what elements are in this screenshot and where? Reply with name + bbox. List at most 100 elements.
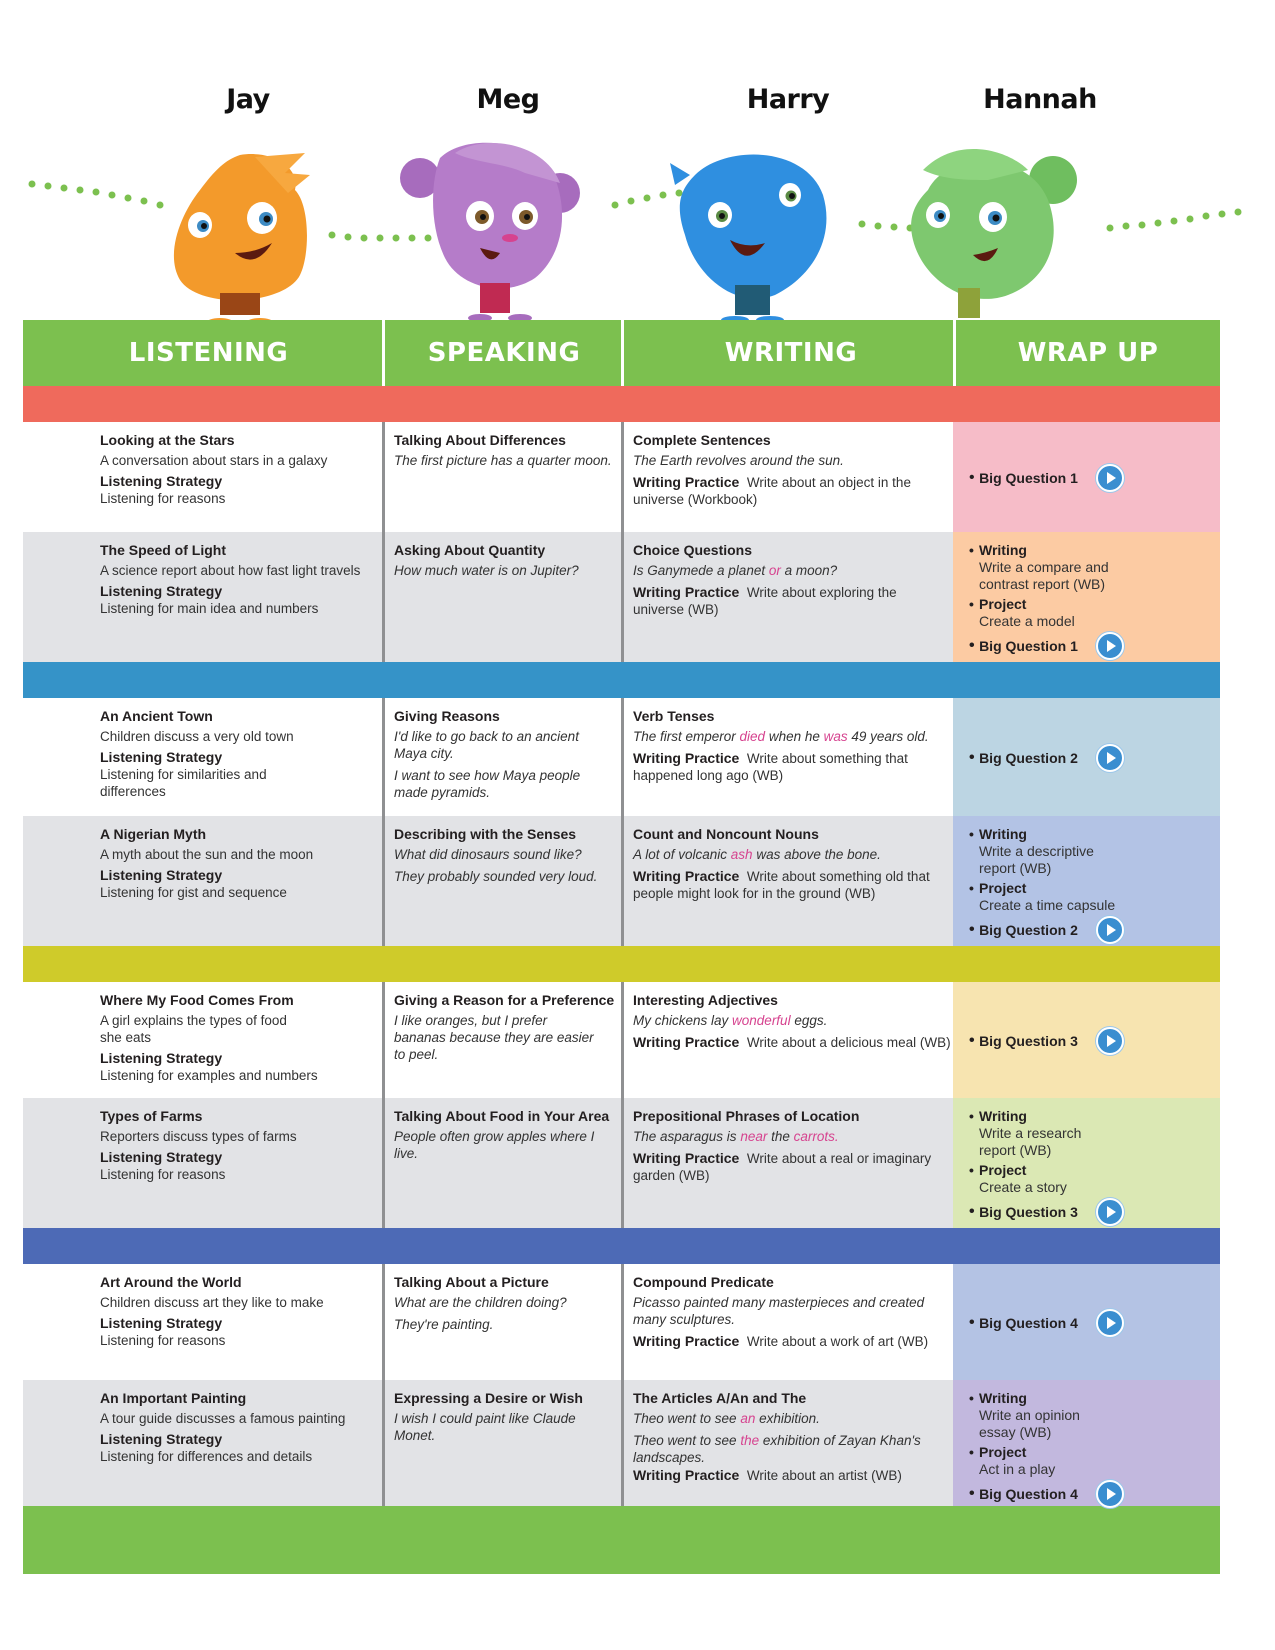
- lesson-description: Children discuss a very old town: [100, 729, 294, 744]
- example-sentence: They're painting.: [394, 1317, 494, 1332]
- lesson-title: Count and Noncount Nouns: [633, 826, 819, 842]
- big-question-item: • Big Question 4: [969, 1480, 1220, 1508]
- hannah-character-illustration: [911, 149, 1077, 318]
- writing-practice: Writing Practice Write about something o…: [633, 868, 930, 901]
- listening-cell: A Nigerian Myth A myth about the sun and…: [100, 816, 380, 946]
- writing-cell: Count and Noncount Nouns A lot of volcan…: [633, 816, 948, 946]
- big-question-item: • Big Question 1: [969, 464, 1124, 492]
- lesson-description: A girl explains the types of food she ea…: [100, 1013, 287, 1045]
- lesson-description: A myth about the sun and the moon: [100, 847, 314, 862]
- table-row: Where My Food Comes From A girl explains…: [23, 982, 1220, 1098]
- wrap-writing-item: • Writing Write an opinion essay (WB): [969, 1390, 1080, 1440]
- lesson-title: Types of Farms: [100, 1108, 203, 1124]
- writing-practice: Writing Practice Write about a work of a…: [633, 1333, 929, 1349]
- strategy-label: Listening Strategy: [100, 1149, 223, 1165]
- lesson-title: Interesting Adjectives: [633, 992, 778, 1008]
- strategy-text: Listening for reasons: [100, 491, 226, 506]
- lesson-description: Reporters discuss types of farms: [100, 1129, 297, 1144]
- lesson-title: Choice Questions: [633, 542, 753, 558]
- meg-character-illustration: [400, 142, 580, 322]
- play-video-button[interactable]: [1095, 916, 1124, 944]
- lesson-title: Asking About Quantity: [394, 542, 546, 558]
- big-question-item: • Big Question 4: [969, 1309, 1124, 1337]
- writing-cell: Complete Sentences The Earth revolves ar…: [633, 422, 948, 532]
- header-wrap-up: WRAP UP: [1017, 338, 1159, 368]
- lesson-title: Expressing a Desire or Wish: [394, 1390, 583, 1406]
- unit-3-band: [23, 946, 1220, 982]
- table-row: An Important Painting A tour guide discu…: [23, 1380, 1220, 1508]
- play-video-button[interactable]: [1095, 464, 1124, 492]
- speaking-cell: Talking About Food in Your Area People o…: [394, 1098, 619, 1228]
- lesson-title: Looking at the Stars: [100, 432, 235, 448]
- strategy-label: Listening Strategy: [100, 867, 223, 883]
- example-sentence: They probably sounded very loud.: [394, 869, 598, 884]
- lesson-title: Giving Reasons: [394, 708, 500, 724]
- speaking-cell: Describing with the Senses What did dino…: [394, 816, 616, 946]
- lesson-title: An Important Painting: [100, 1390, 247, 1406]
- example-sentence: What did dinosaurs sound like?: [394, 847, 582, 862]
- header-divider: [621, 320, 624, 386]
- play-video-button[interactable]: [1095, 1309, 1124, 1337]
- speaking-cell: Talking About a Picture What are the chi…: [394, 1264, 616, 1380]
- listening-cell: Types of Farms Reporters discuss types o…: [100, 1098, 380, 1228]
- lesson-description: A science report about how fast light tr…: [100, 563, 361, 578]
- writing-cell: The Articles A/An and The Theo went to s…: [633, 1380, 948, 1506]
- wrap-writing-item: • Writing Write a descriptive report (WB): [969, 826, 1094, 876]
- example-sentence: I like oranges, but I prefer bananas bec…: [394, 1013, 594, 1062]
- speaking-cell: Expressing a Desire or Wish I wish I cou…: [394, 1380, 619, 1506]
- lesson-title: Prepositional Phrases of Location: [633, 1108, 860, 1124]
- column-divider: [382, 532, 385, 662]
- example-sentence: Picasso painted many masterpieces and cr…: [633, 1295, 925, 1327]
- wrap-project-item: • Project Act in a play: [969, 1444, 1056, 1477]
- lesson-title: Giving a Reason for a Preference: [394, 992, 615, 1008]
- example-sentence: My chickens lay wonderful eggs.: [633, 1013, 828, 1028]
- strategy-text: Listening for differences and details: [100, 1449, 313, 1464]
- column-divider: [382, 1380, 385, 1506]
- wrap-up-cell: • Big Question 3: [953, 982, 1220, 1098]
- column-divider: [621, 422, 624, 532]
- harry-character-illustration: [670, 154, 827, 324]
- character-name-hannah: Hannah: [983, 84, 1097, 115]
- play-video-button[interactable]: [1095, 1480, 1124, 1508]
- big-question-item: • Big Question 3: [969, 1027, 1124, 1055]
- writing-cell: Interesting Adjectives My chickens lay w…: [633, 982, 951, 1098]
- play-video-button[interactable]: [1095, 1027, 1124, 1055]
- writing-practice: Writing Practice Write about a delicious…: [633, 1034, 951, 1050]
- column-divider: [621, 1264, 624, 1380]
- lesson-title: Talking About Differences: [394, 432, 566, 448]
- strategy-text: Listening for similarities and differenc…: [100, 767, 267, 799]
- example-sentence: A lot of volcanic ash was above the bone…: [633, 847, 881, 862]
- example-sentence: I wish I could paint like Claude Monet.: [394, 1411, 576, 1443]
- table-row: Types of Farms Reporters discuss types o…: [23, 1098, 1220, 1228]
- column-divider: [621, 1098, 624, 1228]
- strategy-label: Listening Strategy: [100, 749, 223, 765]
- example-sentence: How much water is on Jupiter?: [394, 563, 579, 578]
- wrap-up-cell: • Writing Write a compare and contrast rep…: [953, 532, 1220, 662]
- writing-practice: Writing Practice Write about exploring t…: [633, 584, 897, 617]
- column-divider: [382, 698, 385, 816]
- lesson-title: Talking About a Picture: [394, 1274, 549, 1290]
- example-sentence: The Earth revolves around the sun.: [633, 453, 844, 468]
- writing-cell: Compound Predicate Picasso painted many …: [633, 1264, 951, 1380]
- big-question-item: • Big Question 3: [969, 1198, 1220, 1226]
- example-sentence: People often grow apples where I live.: [394, 1129, 595, 1161]
- strategy-label: Listening Strategy: [100, 1050, 223, 1066]
- unit-1-band: [23, 386, 1220, 422]
- speaking-cell: Giving a Reason for a Preference I like …: [394, 982, 616, 1098]
- play-video-button[interactable]: [1095, 632, 1124, 660]
- speaking-cell: Giving Reasons I'd like to go back to an…: [394, 698, 616, 816]
- column-divider: [621, 816, 624, 946]
- column-divider: [621, 982, 624, 1098]
- writing-cell: Prepositional Phrases of Location The as…: [633, 1098, 948, 1228]
- column-divider: [382, 982, 385, 1098]
- listening-cell: Art Around the World Children discuss ar…: [100, 1264, 380, 1380]
- unit-2-band: [23, 662, 1220, 698]
- character-name-harry: Harry: [746, 84, 830, 115]
- lesson-description: A conversation about stars in a galaxy: [100, 453, 328, 468]
- example-sentence: I want to see how Maya people made pyram…: [394, 768, 581, 800]
- play-video-button[interactable]: [1095, 744, 1124, 772]
- listening-cell: An Important Painting A tour guide discu…: [100, 1380, 380, 1506]
- header-divider: [953, 320, 956, 386]
- big-question-item: • Big Question 2: [969, 744, 1124, 772]
- play-video-button[interactable]: [1095, 1198, 1124, 1226]
